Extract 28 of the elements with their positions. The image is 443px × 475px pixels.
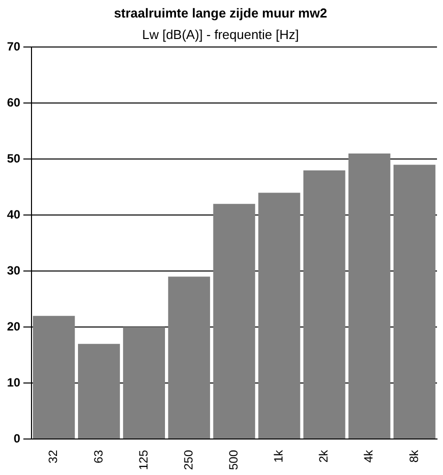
bar xyxy=(348,154,390,438)
y-tick-label: 40 xyxy=(6,207,21,222)
y-tick-label: 0 xyxy=(14,431,21,446)
y-tick-label: 60 xyxy=(6,95,21,110)
x-tick-label: 32 xyxy=(46,450,60,464)
bar xyxy=(258,192,300,438)
x-tick-label: 2k xyxy=(316,448,331,463)
y-tick-label: 50 xyxy=(6,151,21,166)
x-tick-label: 4k xyxy=(362,448,376,463)
bar xyxy=(168,276,210,438)
bar xyxy=(32,316,75,438)
x-tick-label: 1k xyxy=(272,448,286,463)
x-tick-label: 250 xyxy=(181,450,196,470)
bar xyxy=(123,327,165,438)
bar xyxy=(78,344,120,438)
bar xyxy=(303,170,346,438)
x-tick-label: 63 xyxy=(91,450,106,464)
y-tick-label: 30 xyxy=(6,263,21,278)
x-tick-label: 8k xyxy=(406,448,421,463)
x-tick-label: 500 xyxy=(226,450,240,470)
y-tick-label: 20 xyxy=(6,319,21,334)
chart-subtitle: Lw [dB(A)] - frequentie [Hz] xyxy=(142,26,299,42)
y-tick-label: 70 xyxy=(6,40,21,54)
y-tick-label: 10 xyxy=(6,375,21,390)
bar xyxy=(394,164,436,438)
bar xyxy=(213,204,256,438)
x-tick-label: 125 xyxy=(136,450,150,470)
chart-title: straalruimte lange zijde muur mw2 xyxy=(114,5,328,20)
